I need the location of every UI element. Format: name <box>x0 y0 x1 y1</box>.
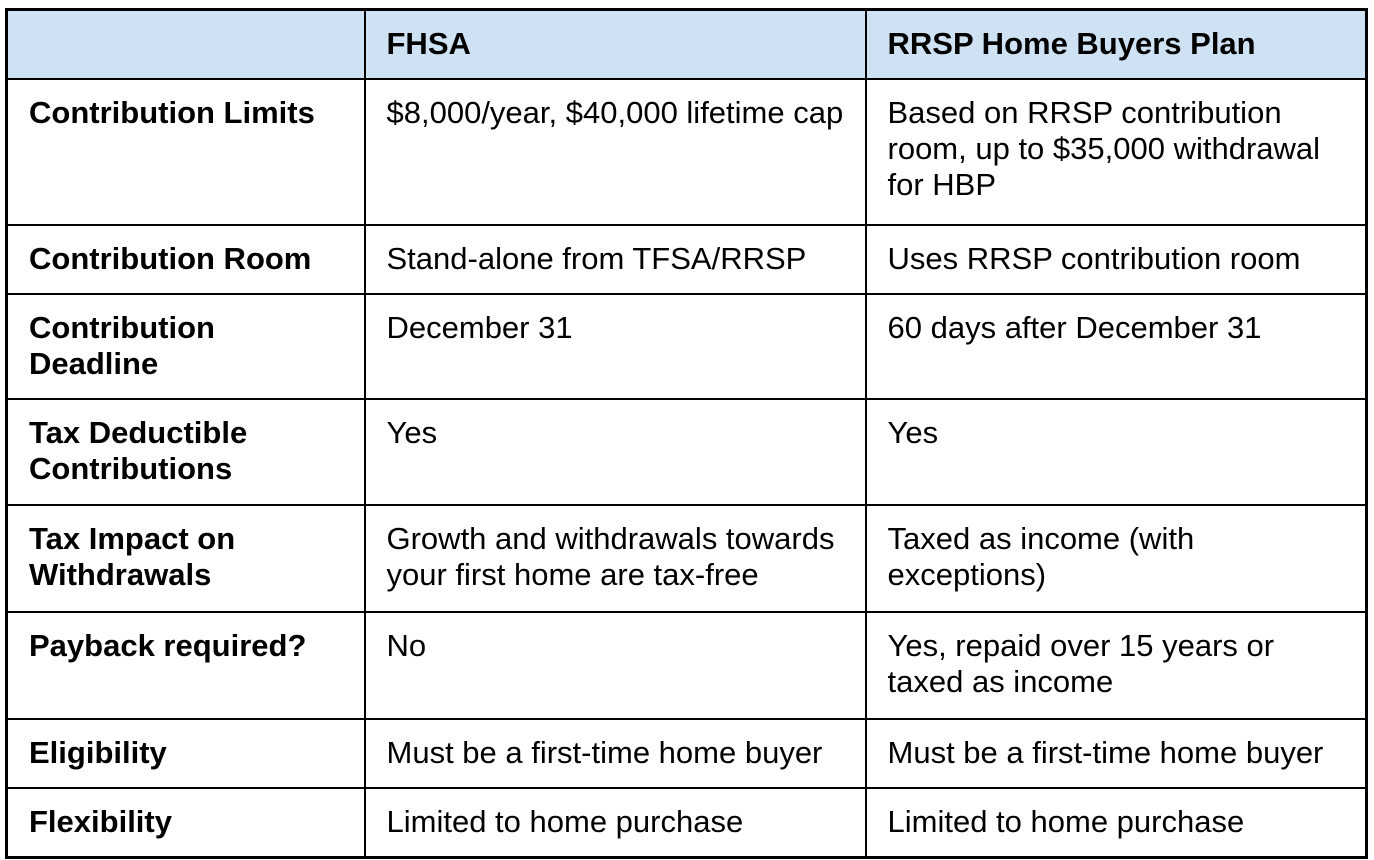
row-label: Contribution Limits <box>5 78 366 226</box>
cell-rrsp: Yes <box>864 398 1368 506</box>
table-row-eligibility: Eligibility Must be a first-time home bu… <box>5 718 1368 789</box>
row-label: Tax Impact on Withdrawals <box>5 504 366 613</box>
cell-fhsa: Limited to home purchase <box>363 787 867 859</box>
row-label: Eligibility <box>5 718 366 789</box>
cell-rrsp: Must be a first-time home buyer <box>864 718 1368 789</box>
table-row-payback-required: Payback required? No Yes, repaid over 15… <box>5 611 1368 720</box>
cell-fhsa: Stand-alone from TFSA/RRSP <box>363 224 867 295</box>
table-row-contribution-limits: Contribution Limits $8,000/year, $40,000… <box>5 78 1368 226</box>
row-label: Contribution Deadline <box>5 293 366 400</box>
row-label: Contribution Room <box>5 224 366 295</box>
cell-rrsp: Based on RRSP contribution room, up to $… <box>864 78 1368 226</box>
cell-fhsa: Yes <box>363 398 867 506</box>
document-page: FHSA RRSP Home Buyers Plan Contribution … <box>0 8 1374 860</box>
table-row-contribution-room: Contribution Room Stand-alone from TFSA/… <box>5 224 1368 295</box>
fhsa-rrsp-comparison-table: FHSA RRSP Home Buyers Plan Contribution … <box>5 8 1368 859</box>
column-header-rrsp: RRSP Home Buyers Plan <box>864 8 1368 80</box>
table-row-contribution-deadline: Contribution Deadline December 31 60 day… <box>5 293 1368 400</box>
cell-rrsp: Uses RRSP contribution room <box>864 224 1368 295</box>
column-header-fhsa: FHSA <box>363 8 867 80</box>
cell-fhsa: Growth and withdrawals towards your firs… <box>363 504 867 613</box>
cell-rrsp: Limited to home purchase <box>864 787 1368 859</box>
cell-rrsp: 60 days after December 31 <box>864 293 1368 400</box>
row-label: Flexibility <box>5 787 366 859</box>
cell-fhsa: Must be a first-time home buyer <box>363 718 867 789</box>
cell-fhsa: No <box>363 611 867 720</box>
cell-rrsp: Yes, repaid over 15 years or taxed as in… <box>864 611 1368 720</box>
table-row-tax-deductible-contributions: Tax Deductible Contributions Yes Yes <box>5 398 1368 506</box>
cell-fhsa: $8,000/year, $40,000 lifetime cap <box>363 78 867 226</box>
cell-fhsa: December 31 <box>363 293 867 400</box>
header-row: FHSA RRSP Home Buyers Plan <box>5 8 1368 80</box>
cell-rrsp: Taxed as income (with exceptions) <box>864 504 1368 613</box>
row-label: Payback required? <box>5 611 366 720</box>
table-row-flexibility: Flexibility Limited to home purchase Lim… <box>5 787 1368 859</box>
row-label: Tax Deductible Contributions <box>5 398 366 506</box>
table-header: FHSA RRSP Home Buyers Plan <box>5 8 1368 80</box>
table-body: Contribution Limits $8,000/year, $40,000… <box>5 78 1368 859</box>
corner-cell <box>5 8 366 80</box>
table-row-tax-impact-on-withdrawals: Tax Impact on Withdrawals Growth and wit… <box>5 504 1368 613</box>
